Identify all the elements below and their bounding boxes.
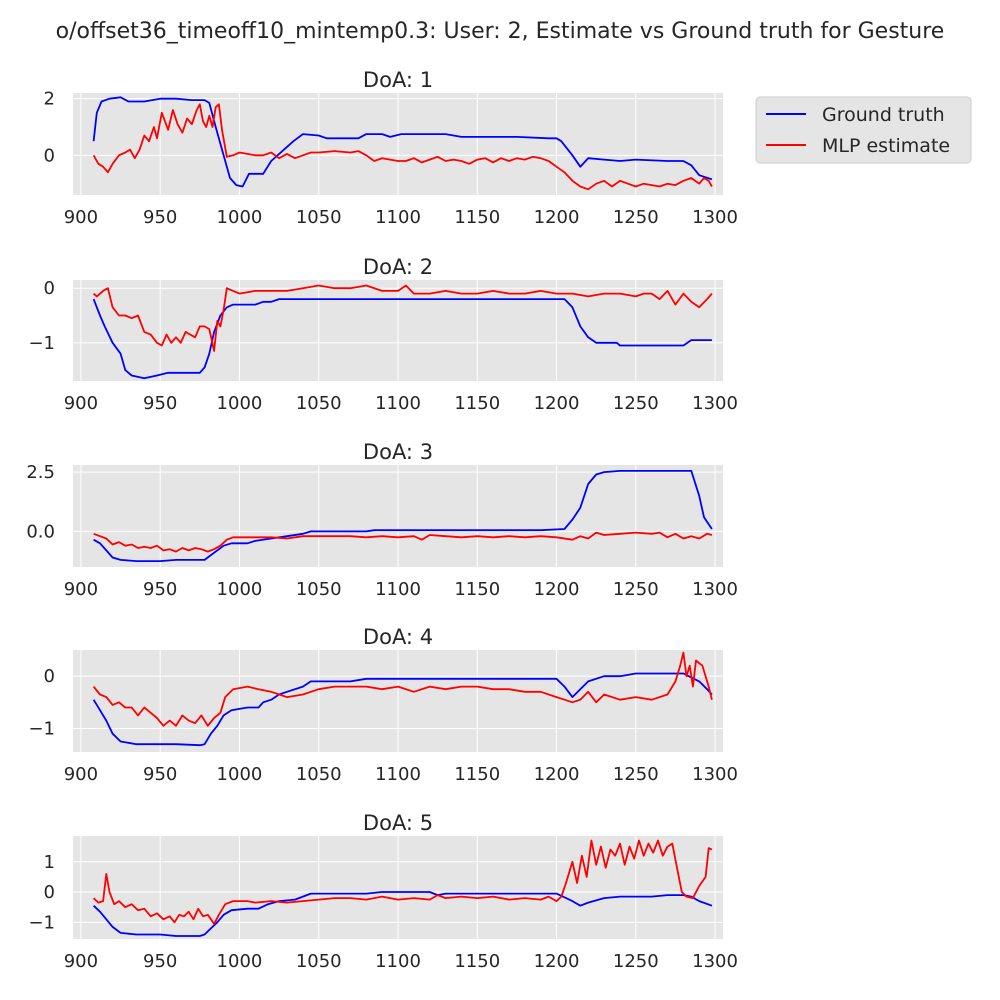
x-tick-label: 900	[64, 579, 98, 600]
legend: Ground truth MLP estimate	[755, 96, 972, 164]
series-line-mlp-estimate	[92, 103, 713, 191]
series-line-ground-truth	[92, 672, 713, 747]
subplot-doa-1: 900 950 1000 1050 1100 1150 1200 1250 1300 0 2 DoA:…	[44, 68, 738, 228]
x-tick-label: 1050	[296, 207, 342, 228]
legend-box	[755, 96, 972, 164]
subplot-title: DoA: 2	[363, 255, 433, 279]
subplot-title: DoA: 4	[363, 625, 433, 649]
x-tick-label: 1250	[613, 951, 659, 972]
series-line-ground-truth	[92, 298, 712, 380]
series-line-ground-truth	[92, 96, 713, 188]
figure-title: o/offset36_timeoff10_mintemp0.3: User: 2…	[56, 19, 945, 44]
x-tick-label: 1300	[692, 579, 738, 600]
y-tick-label: 2.5	[26, 462, 55, 483]
x-tick-label: 1100	[375, 207, 421, 228]
x-tick-label: 1050	[296, 393, 342, 414]
x-tick-label: 900	[64, 951, 98, 972]
x-tick-label: 1300	[692, 764, 738, 785]
subplot-title: DoA: 5	[363, 811, 433, 835]
x-tick-label: 1000	[217, 951, 263, 972]
x-tick-label: 1150	[454, 951, 500, 972]
x-tick-label: 1200	[534, 207, 580, 228]
x-tick-label: 1050	[296, 579, 342, 600]
x-tick-label: 950	[143, 207, 177, 228]
subplot-doa-4: 900 950 1000 1050 1100 1150 1200 1250 1300 −1 0 DoA…	[28, 625, 738, 785]
x-tick-label: 1200	[534, 951, 580, 972]
subplot-title: DoA: 1	[363, 68, 433, 92]
x-tick-label: 1000	[217, 207, 263, 228]
y-tick-label: 1	[44, 852, 55, 873]
x-tick-label: 1150	[454, 393, 500, 414]
y-tick-label: −1	[28, 718, 55, 739]
x-tick-label: 1150	[454, 579, 500, 600]
y-tick-label: −1	[28, 912, 55, 933]
x-tick-label: 950	[143, 393, 177, 414]
x-tick-label: 950	[143, 579, 177, 600]
x-tick-label: 1000	[217, 579, 263, 600]
y-tick-label: 0	[44, 278, 55, 299]
x-tick-label: 1200	[534, 764, 580, 785]
y-tick-label: 0	[44, 145, 55, 166]
series-line-ground-truth	[92, 891, 713, 937]
x-tick-label: 1300	[692, 207, 738, 228]
y-tick-label: 0	[44, 666, 55, 687]
x-tick-label: 900	[64, 393, 98, 414]
x-tick-label: 950	[143, 764, 177, 785]
subplot-title: DoA: 3	[363, 440, 433, 464]
x-tick-label: 1100	[375, 951, 421, 972]
series-line-mlp-estimate	[92, 651, 713, 727]
y-tick-label: 0.0	[26, 521, 55, 542]
x-tick-label: 1250	[613, 393, 659, 414]
x-tick-label: 1100	[375, 393, 421, 414]
x-tick-label: 950	[143, 951, 177, 972]
x-tick-label: 1300	[692, 951, 738, 972]
y-tick-label: −1	[28, 333, 55, 354]
series-line-mlp-estimate	[93, 284, 713, 352]
y-tick-label: 2	[44, 89, 55, 110]
subplot-doa-5: 900 950 1000 1050 1100 1150 1200 1250 1300 −1 0 1 Do…	[28, 811, 738, 972]
x-tick-label: 1200	[534, 579, 580, 600]
x-tick-label: 1000	[217, 393, 263, 414]
legend-label-mlp-estimate: MLP estimate	[822, 135, 950, 157]
x-tick-label: 1150	[454, 207, 500, 228]
x-tick-label: 1100	[375, 579, 421, 600]
x-tick-label: 1050	[296, 951, 342, 972]
x-tick-label: 1000	[217, 764, 263, 785]
subplot-doa-3: 900 950 1000 1050 1100 1150 1200 1250 1300 0.0 2.5…	[26, 440, 738, 600]
x-tick-label: 1200	[534, 393, 580, 414]
series-line-mlp-estimate	[93, 531, 713, 553]
x-tick-label: 1250	[613, 207, 659, 228]
subplot-doa-2: 900 950 1000 1050 1100 1150 1200 1250 1300 −1 0 DoA…	[28, 255, 738, 414]
x-tick-label: 1250	[613, 764, 659, 785]
x-tick-label: 1300	[692, 393, 738, 414]
y-tick-label: 0	[44, 882, 55, 903]
legend-label-ground-truth: Ground truth	[822, 104, 945, 126]
series-line-ground-truth	[93, 470, 713, 562]
x-tick-label: 900	[64, 207, 98, 228]
series-line-mlp-estimate	[92, 839, 713, 925]
subplots: 900 950 1000 1050 1100 1150 1200 1250 130002DoA:…	[26, 68, 738, 972]
x-tick-label: 900	[64, 764, 98, 785]
x-tick-label: 1150	[454, 764, 500, 785]
x-tick-label: 1100	[375, 764, 421, 785]
x-tick-label: 1050	[296, 764, 342, 785]
x-tick-label: 1250	[613, 579, 659, 600]
